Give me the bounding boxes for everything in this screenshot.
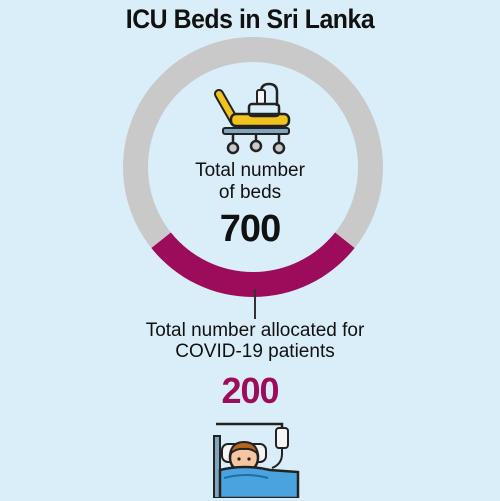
leader-line: [254, 289, 256, 319]
allocated-label-line-1: Total number allocated for: [145, 320, 365, 341]
allocated-label-line-2: COVID-19 patients: [175, 341, 335, 362]
total-beds-label-line-1: Total number: [195, 160, 305, 181]
hospital-bed-icon: [214, 82, 291, 155]
donut-segment-allocated: [151, 232, 355, 297]
patient-in-bed-icon: [213, 422, 300, 498]
total-beds-value: 700: [219, 208, 281, 250]
allocated-value: 200: [221, 370, 279, 411]
donut-segment-remaining: [123, 37, 384, 249]
chart-title: ICU Beds in Sri Lanka: [125, 4, 375, 34]
total-beds-label-line-2: of beds: [218, 182, 282, 203]
total-beds-label: Total number of beds: [150, 160, 350, 204]
allocated-label: Total number allocated for COVID-19 pati…: [100, 320, 410, 362]
